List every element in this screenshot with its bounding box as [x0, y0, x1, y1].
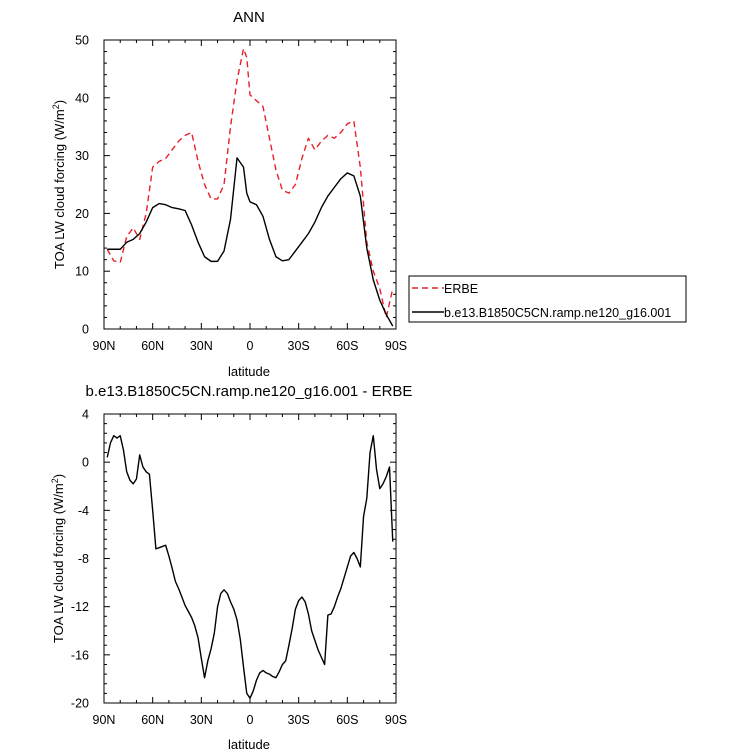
top-series-line-1	[107, 157, 394, 327]
top-chart-title: ANN	[233, 9, 265, 26]
top-x-tick-label: 60S	[336, 339, 358, 353]
legend: ERBE b.e13.B1850C5CN.ramp.ne120_g16.001	[408, 275, 687, 323]
top-x-tick-label: 0	[247, 339, 254, 353]
top-x-tick-label: 90N	[93, 339, 116, 353]
bottom-y-tick-label: 4	[82, 408, 89, 422]
bottom-x-tick-label: 30S	[288, 713, 310, 727]
top-series-line-0	[106, 47, 394, 319]
top-y-tick-label: 50	[75, 34, 89, 48]
bottom-series-line-0	[106, 434, 394, 699]
top-plot-frame	[103, 39, 397, 330]
bottom-y-axis-label-main: TOA LW cloud forcing (W/m	[51, 483, 66, 643]
bottom-x-tick-label: 0	[247, 713, 254, 727]
bottom-x-tick-labels: 90N 60N 30N 0 30S 60S 90S	[93, 713, 408, 727]
bottom-x-tick-label: 30N	[190, 713, 213, 727]
bottom-plot-frame	[103, 413, 397, 704]
bottom-x-tick-label: 60N	[141, 713, 164, 727]
bottom-chart-title: b.e13.B1850C5CN.ramp.ne120_g16.001 - ERB…	[86, 383, 413, 400]
top-x-tick-label: 30S	[288, 339, 310, 353]
top-y-tick-labels: 0 10 20 30 40 50	[75, 34, 89, 337]
bottom-y-axis-label-close: )	[51, 474, 66, 478]
top-x-tick-label: 30N	[190, 339, 213, 353]
bottom-x-tick-label: 90S	[385, 713, 407, 727]
top-y-axis-label-close: )	[52, 100, 67, 104]
bottom-x-tick-label: 90N	[93, 713, 116, 727]
top-y-tick-label: 20	[75, 207, 89, 221]
top-x-axis-label: latitude	[228, 364, 270, 379]
bottom-y-axis-label: TOA LW cloud forcing (W/m2)	[50, 474, 66, 643]
top-y-tick-label: 10	[75, 265, 89, 279]
bottom-y-tick-label: -12	[71, 600, 89, 614]
legend-label-model: b.e13.B1850C5CN.ramp.ne120_g16.001	[444, 306, 671, 320]
top-x-tick-label: 90S	[385, 339, 407, 353]
top-y-axis-label: TOA LW cloud forcing (W/m2)	[51, 100, 67, 269]
top-panel: ANN 90N 60N 30N 0 30S 60S 90S 0 10 20 30 40 50 lati…	[51, 9, 687, 379]
top-axis-ticks	[103, 39, 397, 330]
bottom-y-tick-label: -20	[71, 697, 89, 711]
legend-label-erbe: ERBE	[444, 282, 478, 296]
top-x-tick-labels: 90N 60N 30N 0 30S 60S 90S	[93, 339, 408, 353]
bottom-panel: b.e13.B1850C5CN.ramp.ne120_g16.001 - ERB…	[50, 383, 412, 752]
bottom-axis-ticks	[103, 413, 397, 704]
bottom-y-tick-label: -4	[78, 504, 89, 518]
top-y-tick-label: 30	[75, 149, 89, 163]
top-x-tick-label: 60N	[141, 339, 164, 353]
bottom-y-axis-label-sup: 2	[50, 478, 60, 483]
top-y-axis-label-main: TOA LW cloud forcing (W/m	[52, 109, 67, 269]
bottom-x-axis-label: latitude	[228, 737, 270, 752]
bottom-y-tick-labels: -20 -16 -12 -8 -4 0 4	[71, 408, 89, 711]
legend-box	[408, 275, 687, 323]
top-y-axis-label-sup: 2	[51, 104, 61, 109]
bottom-y-tick-label: -8	[78, 552, 89, 566]
top-y-tick-label: 40	[75, 91, 89, 105]
bottom-series-layer	[106, 434, 394, 699]
top-series-layer	[106, 47, 394, 327]
bottom-y-tick-label: -16	[71, 648, 89, 662]
bottom-y-tick-label: 0	[82, 456, 89, 470]
top-y-tick-label: 0	[82, 323, 89, 337]
bottom-x-tick-label: 60S	[336, 713, 358, 727]
